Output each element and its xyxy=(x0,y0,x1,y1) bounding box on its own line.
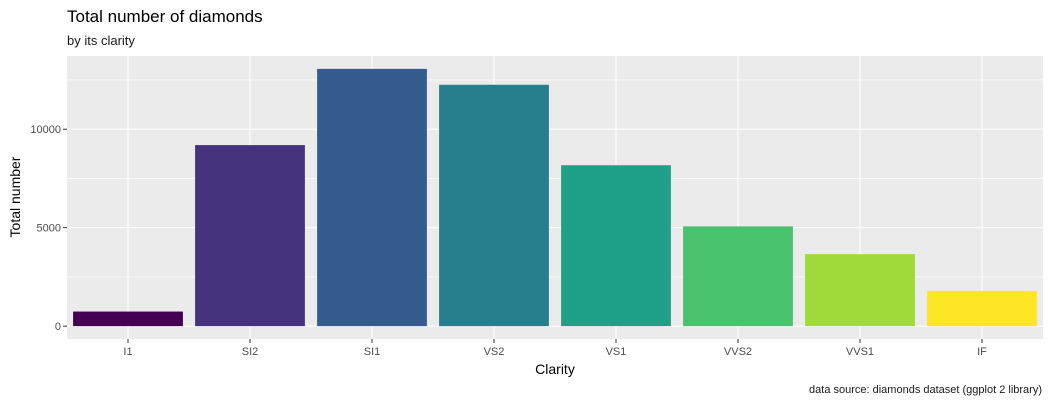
y-tick-label: 5000 xyxy=(37,223,61,235)
x-tick-label: VS2 xyxy=(484,346,505,358)
x-tick-label: VVS2 xyxy=(724,346,752,358)
x-axis-title: Clarity xyxy=(535,361,575,377)
x-tick-label: VS1 xyxy=(606,346,627,358)
bar-if xyxy=(927,290,1037,327)
bar-i1 xyxy=(73,311,183,327)
x-tick-label: VVS1 xyxy=(846,346,874,358)
x-axis: I1 SI2 SI1 VS2 VS1 VVS2 VVS1 IF xyxy=(123,339,987,358)
x-tick-label: I1 xyxy=(123,346,132,358)
bar-vs1 xyxy=(561,165,671,327)
bar-si2 xyxy=(195,145,305,327)
y-axis: 0 5000 10000 xyxy=(30,124,67,333)
bar-si1 xyxy=(317,68,427,327)
y-axis-title: Total number xyxy=(7,156,23,237)
bar-vvs1 xyxy=(805,254,915,327)
data-source-caption: data source: diamonds dataset (ggplot 2 … xyxy=(809,384,1042,396)
bar-vs2 xyxy=(439,84,549,327)
x-tick-label: SI2 xyxy=(242,346,259,358)
bars xyxy=(73,68,1037,327)
y-tick-label: 10000 xyxy=(30,124,61,136)
chart-title: Total number of diamonds xyxy=(67,7,263,26)
x-tick-label: SI1 xyxy=(364,346,381,358)
chart-subtitle: by its clarity xyxy=(67,33,135,48)
y-tick-label: 0 xyxy=(55,321,61,333)
bar-vvs2 xyxy=(683,226,793,327)
x-tick-label: IF xyxy=(977,346,987,358)
